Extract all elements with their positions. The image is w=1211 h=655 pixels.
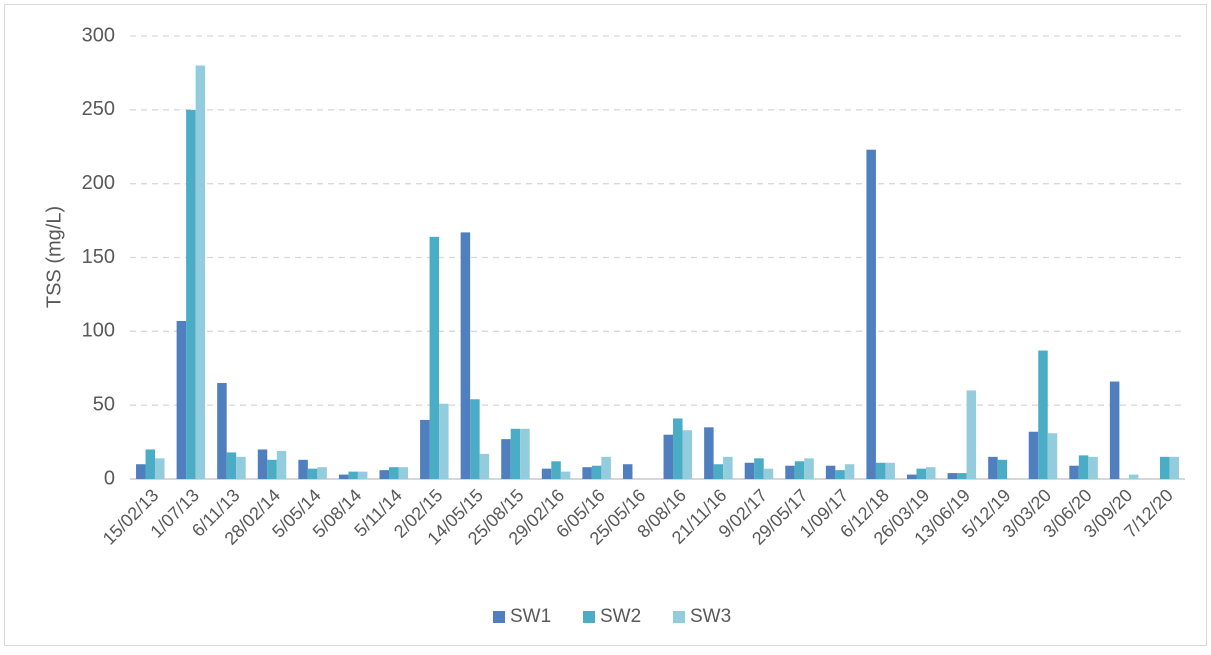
bar [470, 399, 480, 479]
bar [754, 458, 764, 479]
bar [966, 390, 977, 479]
legend-swatch [493, 611, 505, 623]
bar [997, 459, 1008, 479]
bar [1047, 433, 1058, 479]
y-tick-label: 150 [82, 246, 115, 268]
bar [136, 464, 146, 479]
bar [704, 427, 714, 479]
bar [551, 461, 561, 479]
y-tick-label: 300 [82, 24, 115, 46]
bar [217, 383, 227, 479]
y-tick-label: 100 [82, 320, 115, 342]
bar [875, 462, 886, 479]
legend-label: SW2 [600, 606, 641, 627]
bar [591, 465, 602, 479]
bar [713, 464, 724, 479]
bar [1078, 455, 1089, 479]
y-tick-label: 50 [93, 393, 115, 415]
bar [622, 464, 633, 479]
legend-label: SW1 [510, 606, 551, 627]
bar [804, 458, 814, 479]
bar [420, 419, 430, 479]
y-tick-label: 0 [104, 467, 115, 489]
bar [348, 471, 358, 479]
bar [267, 459, 277, 479]
bar [723, 456, 733, 479]
bar [307, 468, 318, 479]
legend-swatch [673, 611, 685, 623]
legend-label: SW3 [690, 606, 731, 627]
y-axis-label: TSS (mg/L) [43, 206, 65, 308]
bar [226, 452, 237, 479]
bar [1109, 381, 1120, 479]
bar [1159, 456, 1170, 479]
bar [794, 461, 805, 479]
bar [186, 109, 196, 479]
bar [682, 430, 693, 479]
bar [479, 453, 490, 479]
bar [541, 468, 552, 479]
bar [338, 474, 349, 479]
bar [298, 459, 308, 479]
bar [835, 470, 845, 479]
bar [926, 467, 936, 479]
bar [429, 236, 440, 479]
bar [1088, 456, 1098, 479]
bar [988, 456, 998, 479]
bar [673, 418, 683, 479]
bar [560, 471, 571, 479]
bar [145, 449, 156, 479]
bar [885, 462, 895, 479]
bar [276, 450, 287, 479]
bar [460, 232, 471, 479]
legend-swatch [583, 611, 595, 623]
bar [236, 456, 246, 479]
y-tick-label: 250 [82, 98, 115, 120]
bar [155, 458, 165, 479]
bar [744, 462, 755, 479]
bar [195, 65, 206, 480]
bar [582, 467, 592, 479]
bar [439, 403, 449, 479]
bar [520, 428, 530, 479]
bar [825, 465, 836, 479]
bar [1028, 431, 1039, 479]
bar [601, 456, 611, 479]
bar [957, 473, 967, 479]
bar [1128, 474, 1139, 479]
bar [176, 320, 187, 479]
y-tick-label: 200 [82, 172, 115, 194]
bar [785, 465, 795, 479]
bar [907, 474, 917, 479]
bar [257, 449, 268, 479]
bar [1169, 456, 1179, 479]
bar [510, 428, 521, 479]
bar [398, 467, 408, 479]
bar [317, 467, 327, 479]
bar [357, 471, 368, 479]
bar [501, 439, 511, 479]
bar [379, 470, 389, 479]
bar [763, 468, 774, 479]
bar [1069, 465, 1079, 479]
bar [1038, 350, 1048, 479]
bar [947, 473, 958, 479]
bar [389, 467, 399, 479]
bar [663, 434, 674, 479]
bar [844, 464, 855, 479]
bar [866, 149, 876, 479]
bar [916, 468, 926, 479]
